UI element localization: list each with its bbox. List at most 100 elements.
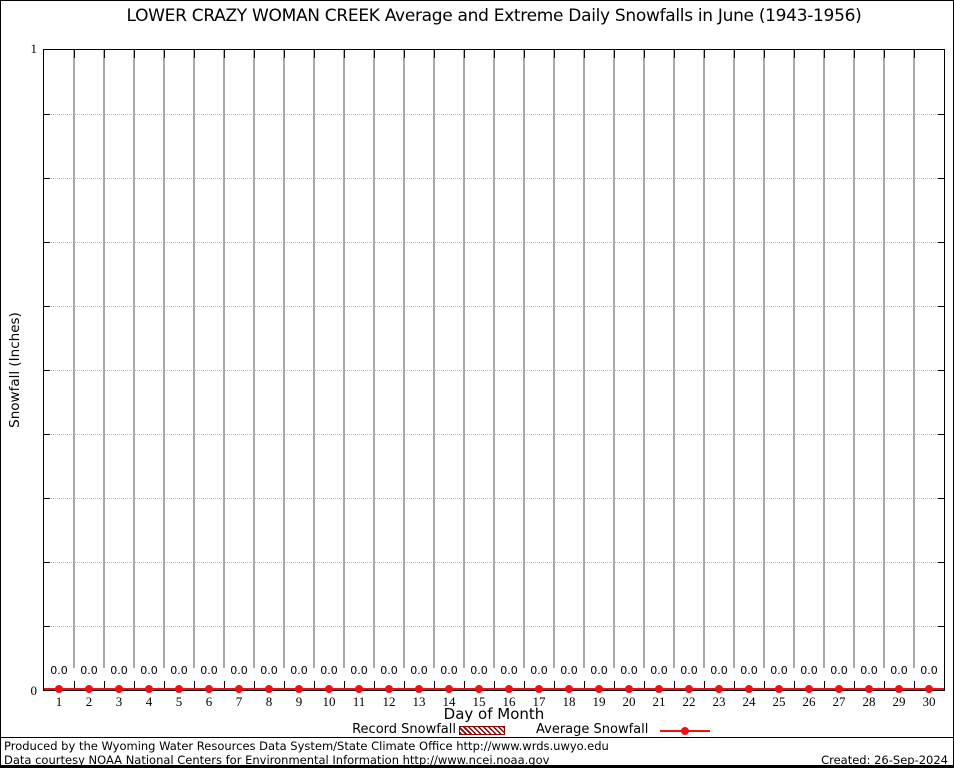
- axis-tick-bottom: [764, 681, 765, 688]
- grid-line-horizontal: [44, 370, 944, 371]
- value-label: 0.0: [200, 664, 218, 677]
- grid-line-vertical: [643, 50, 645, 668]
- legend-average-line-sample: [660, 727, 710, 735]
- y-axis-tick-label-bottom: 0: [30, 683, 38, 698]
- axis-tick-bottom: [524, 681, 525, 688]
- grid-line-vertical: [163, 50, 165, 668]
- value-label: 0.0: [860, 664, 878, 677]
- value-label: 0.0: [560, 664, 578, 677]
- grid-line-vertical: [313, 50, 315, 668]
- data-point-marker: [775, 685, 783, 693]
- axis-tick-left: [44, 626, 50, 627]
- data-point-marker: [265, 685, 273, 693]
- legend-average-marker: [681, 727, 689, 735]
- grid-line-vertical: [793, 50, 795, 668]
- grid-line-horizontal: [44, 114, 944, 115]
- axis-tick-top: [164, 50, 165, 58]
- axis-tick-bottom: [854, 681, 855, 688]
- grid-line-vertical: [703, 50, 705, 668]
- data-point-marker: [895, 685, 903, 693]
- value-label: 0.0: [800, 664, 818, 677]
- data-point-marker: [415, 685, 423, 693]
- x-axis-title: Day of Month: [443, 705, 545, 723]
- axis-tick-top: [194, 50, 195, 58]
- axis-tick-right: [938, 178, 944, 179]
- x-tick-label: 9: [295, 694, 303, 709]
- axis-tick-left: [44, 306, 50, 307]
- data-point-marker: [835, 685, 843, 693]
- grid-line-vertical: [523, 50, 525, 668]
- axis-tick-bottom: [824, 681, 825, 688]
- axis-tick-top: [404, 50, 405, 58]
- data-point-marker: [925, 685, 933, 693]
- grid-line-vertical: [853, 50, 855, 668]
- grid-line-vertical: [253, 50, 255, 668]
- value-label: 0.0: [410, 664, 428, 677]
- data-point-marker: [805, 685, 813, 693]
- x-tick-label: 14: [442, 694, 456, 709]
- x-tick-label: 25: [772, 694, 786, 709]
- x-tick-label: 7: [235, 694, 243, 709]
- axis-tick-top: [584, 50, 585, 58]
- grid-line-vertical: [553, 50, 555, 668]
- axis-tick-bottom: [914, 681, 915, 688]
- axis-tick-top: [554, 50, 555, 58]
- value-label: 0.0: [290, 664, 308, 677]
- value-label: 0.0: [140, 664, 158, 677]
- grid-line-horizontal: [44, 178, 944, 179]
- grid-line-horizontal: [44, 434, 944, 435]
- data-point-marker: [505, 685, 513, 693]
- x-tick-label: 30: [922, 694, 936, 709]
- grid-line-horizontal: [44, 498, 944, 499]
- axis-tick-right: [938, 370, 944, 371]
- x-tick-label: 3: [115, 694, 123, 709]
- axis-tick-bottom: [164, 681, 165, 688]
- grid-line-vertical: [883, 50, 885, 668]
- data-point-marker: [235, 685, 243, 693]
- footer-created-date: Created: 26-Sep-2024: [821, 753, 948, 767]
- value-label: 0.0: [350, 664, 368, 677]
- axis-tick-right: [938, 114, 944, 115]
- x-tick-label: 23: [712, 694, 726, 709]
- axis-tick-top: [284, 50, 285, 58]
- data-point-marker: [475, 685, 483, 693]
- x-tick-label: 13: [412, 694, 426, 709]
- axis-tick-bottom: [584, 681, 585, 688]
- value-label: 0.0: [500, 664, 518, 677]
- data-point-marker: [535, 685, 543, 693]
- value-label: 0.0: [470, 664, 488, 677]
- x-tick-label: 17: [532, 694, 546, 709]
- axis-tick-top: [494, 50, 495, 58]
- y-axis-tick-label-top: 1: [30, 41, 38, 56]
- value-label: 0.0: [890, 664, 908, 677]
- axis-tick-bottom: [254, 681, 255, 688]
- grid-line-vertical: [823, 50, 825, 668]
- axis-tick-top: [344, 50, 345, 58]
- axis-tick-bottom: [494, 681, 495, 688]
- value-label: 0.0: [230, 664, 248, 677]
- grid-line-vertical: [73, 50, 75, 668]
- x-tick-label: 5: [175, 694, 183, 709]
- value-label: 0.0: [380, 664, 398, 677]
- grid-line-vertical: [733, 50, 735, 668]
- grid-line-vertical: [433, 50, 435, 668]
- axis-tick-bottom: [284, 681, 285, 688]
- axis-tick-right: [938, 306, 944, 307]
- x-tick-label: 16: [502, 694, 516, 709]
- value-label: 0.0: [110, 664, 128, 677]
- axis-tick-bottom: [74, 681, 75, 688]
- grid-line-vertical: [103, 50, 105, 668]
- x-axis-labels: 1 2 3 4 5 6 7 8 9 10 11 12 13 14 15 16 17 18 19 20 21 22 23 24 2…: [44, 694, 944, 709]
- data-point-marker: [385, 685, 393, 693]
- data-point-marker: [355, 685, 363, 693]
- value-label: 0.0: [170, 664, 188, 677]
- chart-title: LOWER CRAZY WOMAN CREEK Average and Extr…: [126, 6, 862, 26]
- grid-line-vertical: [283, 50, 285, 668]
- grid-line-vertical: [613, 50, 615, 668]
- grid-line-vertical: [463, 50, 465, 668]
- data-point-marker: [145, 685, 153, 693]
- grid-line-horizontal: [44, 562, 944, 563]
- axis-tick-top: [434, 50, 435, 58]
- axis-tick-bottom: [344, 681, 345, 688]
- axis-tick-top: [824, 50, 825, 58]
